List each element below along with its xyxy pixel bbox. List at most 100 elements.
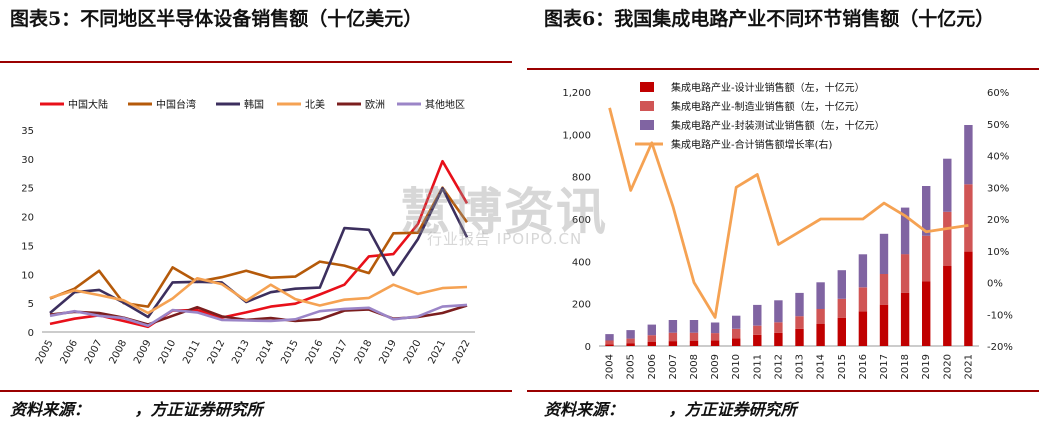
bar-segment	[816, 324, 825, 346]
bar-segment	[668, 332, 678, 342]
y-right-tick-label: 60%	[987, 88, 1009, 99]
bar-segment	[858, 254, 868, 288]
bar-segment	[943, 158, 952, 212]
legend-label: 北美	[305, 98, 325, 111]
y-right-tick-label: 10%	[987, 247, 1009, 258]
bar-segment	[922, 186, 931, 236]
x-tick-label: 2021	[963, 354, 974, 379]
y-left-tick-label: 0	[585, 342, 591, 353]
x-tick-label: 2007	[83, 338, 105, 366]
bar-segment	[900, 292, 910, 346]
legend-label: 集成电路产业-合计销售额增长率(右)	[671, 138, 833, 151]
x-tick-label: 2010	[731, 354, 742, 379]
x-tick-label: 2018	[900, 354, 911, 379]
x-tick-label: 2008	[108, 338, 130, 366]
right-top-rule	[527, 68, 1039, 70]
y-right-tick-label: 50%	[987, 120, 1009, 131]
bar-segment	[732, 328, 741, 339]
legend-label: 集成电路产业-设计业销售额（左，十亿元）	[671, 81, 865, 94]
y-right-tick-label: -10%	[987, 310, 1013, 321]
y-tick-label: 30	[21, 155, 34, 166]
bar-segment	[605, 344, 614, 346]
bar-segment	[837, 270, 846, 299]
bar-segment	[795, 292, 804, 317]
x-tick-label: 2016	[304, 338, 326, 366]
bar-segment	[879, 274, 889, 305]
bar-segment	[774, 300, 783, 323]
bar-segment	[732, 338, 741, 346]
legend-label: 中国台湾	[156, 98, 196, 111]
right-bottom-rule	[527, 390, 1039, 392]
x-tick-label: 2008	[689, 354, 700, 379]
bar-segment	[837, 298, 846, 318]
left-source-note: 资料来源： ，方正证券研究所	[10, 400, 263, 419]
y-tick-label: 15	[21, 241, 34, 252]
legend-label: 欧洲	[365, 99, 385, 111]
x-tick-label: 2012	[206, 338, 228, 366]
x-tick-label: 2015	[279, 338, 301, 366]
y-left-tick-label: 1,200	[562, 88, 591, 99]
x-tick-label: 2013	[230, 338, 252, 366]
y-right-tick-label: 30%	[987, 183, 1009, 194]
x-tick-label: 2006	[647, 354, 658, 379]
y-left-tick-label: 400	[572, 257, 591, 268]
bar-segment	[626, 343, 635, 346]
x-tick-label: 2019	[921, 354, 932, 379]
series-line-中国大陆	[49, 159, 469, 329]
bar-segment	[647, 335, 656, 342]
bar-segment	[816, 309, 825, 324]
x-tick-label: 2006	[59, 338, 81, 366]
legend-label: 集成电路产业-封装测试业销售额（左，十亿元）	[671, 119, 885, 132]
y-left-tick-label: 1,000	[562, 130, 591, 141]
left-bottom-rule	[0, 390, 512, 392]
y-tick-label: 20	[21, 213, 34, 224]
right-chart-panel: 图表6：我国集成电路产业不同环节销售额（十亿元） 0 200 400 600 800 1,…	[527, 0, 1039, 424]
x-tick-label: 2014	[816, 354, 827, 379]
x-tick-label: 2017	[879, 354, 890, 379]
right-bar-line-chart: 0 200 400 600 800 1,000 1,200 -20% -10% 0% 10% 20% 3…	[562, 81, 1013, 379]
bar-segment	[689, 320, 699, 333]
x-tick-label: 2005	[34, 338, 56, 366]
bar-segment	[795, 328, 804, 346]
y-tick-label: 0	[28, 328, 34, 339]
x-tick-label: 2021	[426, 338, 448, 366]
bar-segment	[879, 233, 889, 274]
x-tick-label: 2005	[626, 354, 637, 379]
x-tick-label: 2020	[942, 354, 953, 379]
y-right-tick-label: 20%	[987, 215, 1009, 226]
x-tick-label: 2015	[837, 354, 848, 379]
y-left-tick-label: 200	[572, 300, 591, 311]
x-tick-label: 2017	[328, 338, 350, 366]
bar-segment	[795, 316, 804, 329]
bar-segment	[710, 333, 720, 341]
bar-segment	[647, 342, 656, 346]
y-tick-label: 5	[28, 299, 34, 310]
bar-segment	[816, 282, 825, 309]
bar-segment	[922, 235, 931, 282]
x-tick-label: 2019	[377, 338, 399, 366]
bar-segment	[668, 341, 678, 346]
bar-segment	[774, 322, 783, 333]
right-source-note: 资料来源： ，方正证券研究所	[544, 400, 797, 419]
x-tick-label: 2013	[795, 354, 806, 379]
y-tick-label: 25	[21, 184, 34, 195]
bar-segment	[668, 320, 678, 333]
x-tick-label: 2011	[181, 338, 203, 366]
series-line-北美	[49, 276, 468, 315]
legend-label: 中国大陆	[68, 98, 108, 111]
bar-segment	[964, 125, 973, 185]
legend-label: 集成电路产业-制造业销售额（左，十亿元）	[671, 100, 865, 113]
left-chart-title: 图表5：不同地区半导体设备销售额（十亿美元）	[10, 8, 423, 30]
bar-segment	[626, 338, 635, 344]
y-left-tick-label: 800	[572, 173, 591, 184]
bar-segment	[900, 207, 910, 255]
series-line-其他地区	[49, 303, 468, 328]
x-tick-label: 2016	[858, 354, 869, 379]
bar-segment	[605, 340, 614, 345]
bar-segment	[964, 251, 973, 346]
y-right-tick-label: -20%	[987, 342, 1013, 353]
x-tick-label: 2022	[451, 338, 473, 366]
x-tick-label: 2007	[668, 354, 679, 379]
y-tick-label: 35	[21, 126, 34, 137]
